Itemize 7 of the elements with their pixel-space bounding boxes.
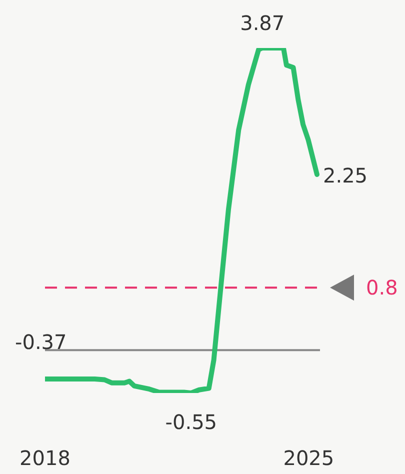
ref-line-label: 0.8 bbox=[366, 276, 398, 300]
data-label: -0.55 bbox=[165, 410, 218, 434]
data-label: -0.37 bbox=[15, 330, 67, 354]
data-label: 2.25 bbox=[322, 163, 368, 188]
x-tick-label: 2018 bbox=[20, 446, 70, 470]
data-label: 3.87 bbox=[240, 11, 285, 35]
x-tick-label: 2025 bbox=[283, 446, 334, 470]
